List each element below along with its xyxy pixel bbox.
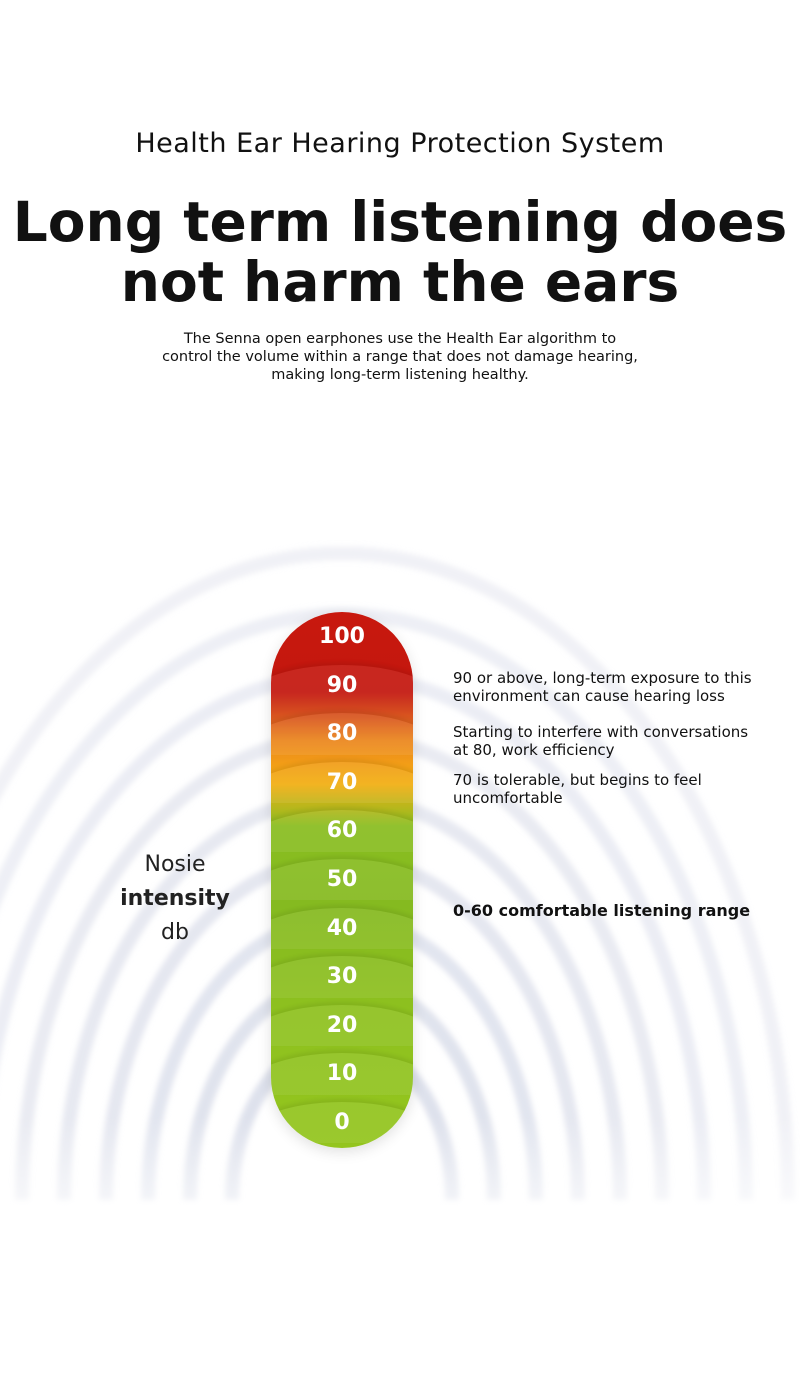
scale-band (271, 664, 413, 755)
note-line: Starting to interfere with conversations (453, 723, 749, 741)
axis-label-line: intensity (120, 886, 230, 911)
scale-tick-label: 70 (326, 769, 358, 795)
axis-label-line: Nosie (144, 852, 206, 877)
description-line: control the volume within a range that d… (162, 349, 638, 365)
scale-band (271, 1102, 413, 1148)
headline-line: Long term listening does (12, 190, 788, 254)
note-line: 0-60 comfortable listening range (453, 901, 751, 920)
scale-band (271, 907, 413, 998)
description: The Senna open earphones use the Health … (0, 330, 800, 384)
scale-band (271, 1053, 413, 1144)
scale-band (271, 713, 413, 804)
axis-label: Nosie intensity db (110, 848, 240, 950)
scale-tick-label: 40 (326, 915, 358, 941)
axis-label-line: db (161, 920, 189, 945)
note-90: 90 or above, long-term exposure to this … (453, 669, 773, 705)
scale-tick-label: 100 (319, 624, 365, 649)
headline: Long term listening does not harm the ea… (0, 192, 800, 312)
note-line: environment can cause hearing loss (453, 687, 725, 705)
scale-band (271, 810, 413, 901)
note-80: Starting to interfere with conversations… (453, 723, 773, 759)
note-comfortable-range: 0-60 comfortable listening range (453, 902, 773, 920)
description-line: The Senna open earphones use the Health … (183, 331, 617, 347)
note-line: at 80, work efficiency (453, 741, 615, 759)
note-70: 70 is tolerable, but begins to feel unco… (453, 771, 773, 807)
scale-tick-label: 80 (326, 721, 358, 747)
scale-band (271, 956, 413, 1047)
scale-tick-label: 20 (326, 1012, 358, 1038)
scale-tick-label: 10 (326, 1061, 358, 1087)
scale-band (271, 1004, 413, 1095)
headline-line: not harm the ears (120, 250, 680, 314)
decibel-scale-bar: 100 90 80 70 60 50 40 30 20 10 0 (271, 612, 413, 1148)
scale-band (271, 761, 413, 852)
subtitle: Health Ear Hearing Protection System (135, 128, 665, 159)
scale-tick-label: 30 (326, 964, 358, 990)
scale-tick-label: 90 (326, 672, 358, 698)
note-line: 70 is tolerable, but begins to feel (453, 771, 702, 789)
scale-tick-label: 50 (326, 867, 358, 892)
note-line: uncomfortable (453, 789, 563, 807)
scale-tick-label: 60 (326, 818, 358, 844)
description-line: making long-term listening healthy. (271, 367, 529, 383)
note-line: 90 or above, long-term exposure to this (453, 669, 752, 687)
scale-band (271, 859, 413, 949)
scale-tick-label: 0 (334, 1110, 350, 1135)
